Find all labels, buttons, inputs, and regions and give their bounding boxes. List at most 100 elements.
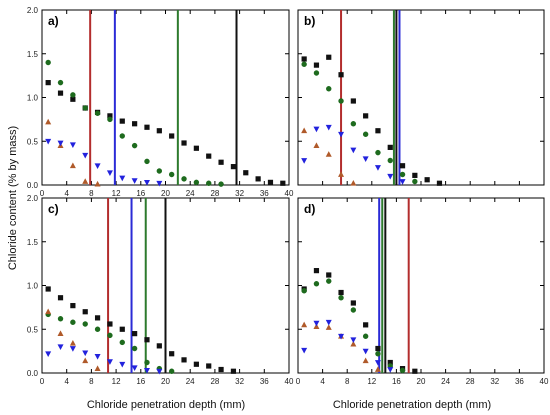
data-point-square <box>156 128 162 134</box>
data-point-square <box>193 361 199 367</box>
data-point-square <box>181 357 187 363</box>
data-point-circle <box>57 316 64 322</box>
data-point-square <box>255 176 261 182</box>
x-tick-label: 40 <box>285 189 294 198</box>
x-tick-label: 8 <box>345 377 350 386</box>
data-point-triangle-down <box>69 142 76 148</box>
data-point-circle <box>350 121 357 127</box>
data-point-circle <box>94 326 101 332</box>
data-point-circle <box>399 367 406 374</box>
data-point-triangle-up <box>82 357 89 364</box>
x-axis-label-left: Chloride penetration depth (mm) <box>87 399 245 411</box>
data-point-triangle-up <box>57 330 64 337</box>
x-tick-label: 0 <box>40 189 45 198</box>
y-tick-label: 0.5 <box>27 325 39 334</box>
x-tick-label: 20 <box>417 377 426 386</box>
data-point-circle <box>399 171 406 178</box>
panel-2: b) <box>297 9 545 186</box>
data-point-square <box>169 133 175 139</box>
data-point-circle <box>375 149 381 156</box>
data-point-square <box>230 368 237 374</box>
x-tick-label: 28 <box>210 189 219 198</box>
x-axis-label-right: Chloride penetration depth (mm) <box>333 399 491 411</box>
data-point-square <box>193 145 199 151</box>
plot-frame <box>297 197 545 374</box>
data-point-triangle-up <box>69 162 76 169</box>
x-tick-label: 32 <box>235 377 244 386</box>
data-point-triangle-down <box>362 348 369 355</box>
x-tick-label: 36 <box>515 377 524 386</box>
data-point-square <box>156 343 162 349</box>
data-point-square <box>206 153 212 159</box>
data-point-square <box>375 128 381 134</box>
x-tick-label: 20 <box>161 377 170 386</box>
data-point-square <box>243 170 249 176</box>
data-point-triangle-down <box>374 360 381 366</box>
x-tick-label: 24 <box>441 377 450 386</box>
data-point-circle <box>82 105 88 111</box>
y-tick-label: 1.5 <box>27 238 39 247</box>
x-tick-label: 24 <box>186 189 195 198</box>
data-point-circle <box>168 368 175 374</box>
data-point-triangle-up <box>94 365 101 372</box>
data-point-triangle-up <box>325 151 332 157</box>
data-point-triangle-up <box>374 366 381 372</box>
data-point-circle <box>119 339 125 346</box>
data-point-triangle-down <box>45 351 52 357</box>
data-point-triangle-down <box>106 359 113 365</box>
y-tick-label: 2.0 <box>27 6 39 15</box>
data-point-square <box>363 322 369 328</box>
x-tick-label: 36 <box>260 189 269 198</box>
data-point-triangle-down <box>45 138 52 145</box>
y-tick-label: 1.5 <box>27 50 39 59</box>
data-point-square <box>57 90 64 96</box>
x-tick-label: 0 <box>40 377 45 386</box>
panel-1: 0 4 8 12 16 20 24 28 32 36 40 0.0 0.5 1.0 1.5 2.0 a) <box>27 6 294 198</box>
data-point-triangle-down <box>362 156 369 162</box>
x-tick-label: 28 <box>210 377 219 386</box>
data-point-triangle-down <box>374 165 381 171</box>
data-point-triangle-up <box>301 321 308 328</box>
data-point-circle <box>119 133 125 139</box>
data-point-circle <box>301 288 307 294</box>
data-point-square <box>82 309 88 315</box>
data-point-square <box>338 289 344 296</box>
data-point-triangle-down <box>119 361 126 368</box>
data-point-square <box>119 118 125 124</box>
data-point-triangle-down <box>325 319 332 326</box>
data-point-circle <box>206 180 212 186</box>
data-point-circle <box>412 178 418 185</box>
data-point-square <box>326 54 332 60</box>
panel-3: 0 4 8 12 16 20 24 28 32 36 40 0.0 0.5 1.0 1.5 2.0 c) <box>27 194 294 386</box>
data-point-square <box>169 351 175 357</box>
y-tick-label: 1.0 <box>27 282 39 291</box>
data-point-square <box>144 124 150 130</box>
data-point-triangle-down <box>82 152 89 159</box>
data-point-triangle-up <box>69 340 76 346</box>
data-point-circle <box>144 359 150 366</box>
data-point-circle <box>313 70 320 76</box>
data-point-circle <box>362 333 369 339</box>
x-tick-label: 16 <box>392 377 401 386</box>
y-axis-label: Chloride content (% by mass) <box>7 126 19 270</box>
data-point-triangle-down <box>313 126 320 133</box>
data-point-square <box>107 321 113 327</box>
data-point-circle <box>57 79 64 86</box>
panel-4: 0 4 8 12 16 20 24 28 32 36 40 d) <box>296 197 549 386</box>
data-point-triangle-down <box>325 124 332 131</box>
data-point-circle <box>82 321 88 327</box>
data-point-square <box>70 96 76 102</box>
data-point-triangle-up <box>82 178 89 184</box>
data-point-triangle-up <box>45 118 52 125</box>
data-point-triangle-down <box>143 179 150 186</box>
data-point-triangle-down <box>313 320 320 327</box>
data-point-triangle-up <box>362 357 369 364</box>
x-tick-label: 36 <box>260 377 269 386</box>
x-tick-label: 4 <box>64 189 69 198</box>
data-point-triangle-down <box>131 178 138 184</box>
x-tick-label: 40 <box>285 377 294 386</box>
panel-label: a) <box>48 14 59 28</box>
plot-frame <box>297 9 545 186</box>
data-point-triangle-up <box>338 171 345 177</box>
data-point-square <box>107 113 113 119</box>
